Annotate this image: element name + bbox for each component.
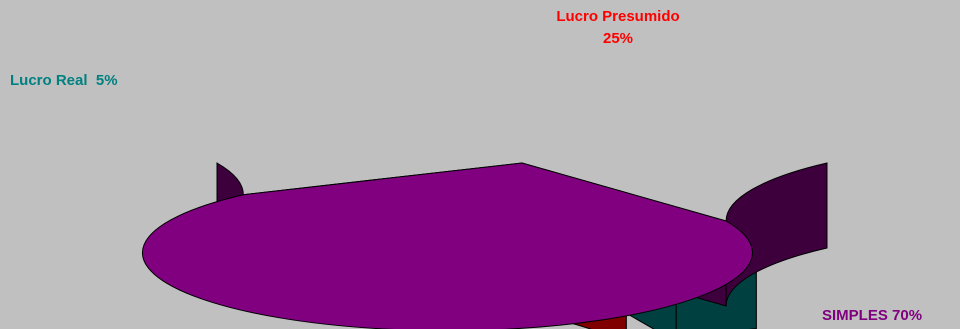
data-label-lucro-real: Lucro Real 5%: [10, 70, 118, 92]
data-label-lucro-presumido: Lucro Presumido 25%: [520, 6, 716, 50]
pie-slice-simples: [142, 163, 827, 329]
data-label-simples: SIMPLES 70%: [822, 305, 922, 327]
